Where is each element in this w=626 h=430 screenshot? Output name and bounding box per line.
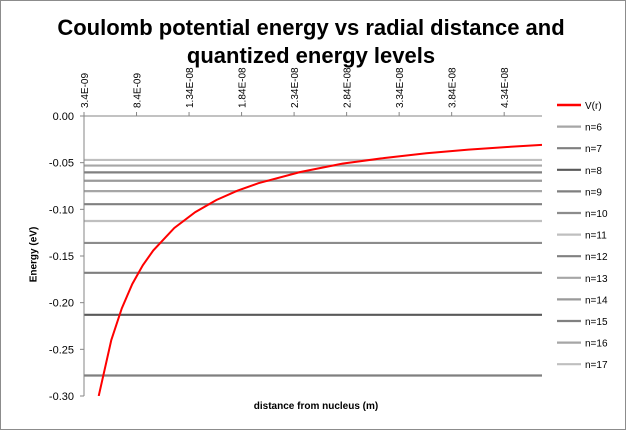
legend-label: n=10 [585, 209, 608, 220]
legend-label: n=8 [585, 166, 602, 177]
x-tick-label: 3.34E-08 [395, 67, 406, 108]
series-line-vr [97, 143, 542, 396]
legend-label: n=6 [585, 123, 602, 134]
x-tick-label: 1.34E-08 [185, 67, 196, 108]
legend-label: n=14 [585, 295, 608, 306]
legend-label: n=13 [585, 274, 608, 285]
x-tick-label: 3.4E-09 [80, 73, 91, 108]
legend-label: n=11 [585, 231, 607, 242]
y-tick-label: 0.00 [53, 111, 74, 123]
legend-label: n=15 [585, 317, 608, 328]
legend-label: n=7 [585, 144, 602, 155]
y-axis-label: Energy (eV) [28, 226, 40, 283]
y-tick-label: -0.10 [49, 204, 74, 216]
x-tick-label: 2.34E-08 [290, 67, 301, 108]
y-tick-label: -0.05 [49, 158, 74, 170]
legend-label: n=12 [585, 252, 608, 263]
legend-label: V(r) [585, 101, 602, 112]
y-tick-label: -0.15 [49, 251, 74, 263]
x-tick-label: 2.84E-08 [343, 67, 354, 108]
chart-title-line-2: quantized energy levels [186, 43, 436, 68]
legend-label: n=17 [585, 360, 608, 371]
y-tick-label: -0.30 [49, 391, 74, 403]
x-axis-label: distance from nucleus (m) [253, 401, 379, 412]
x-tick-label: 1.84E-08 [238, 67, 249, 108]
y-tick-label: -0.20 [49, 298, 74, 310]
legend-label: n=9 [585, 187, 602, 198]
chart-title-line-1: Coulomb potential energy vs radial dista… [57, 15, 565, 40]
x-tick-label: 4.34E-08 [500, 67, 511, 108]
x-tick-label: 8.4E-09 [133, 73, 144, 108]
y-tick-label: -0.25 [49, 344, 74, 356]
x-tick-label: 3.84E-08 [448, 67, 459, 108]
legend-label: n=16 [585, 339, 608, 350]
